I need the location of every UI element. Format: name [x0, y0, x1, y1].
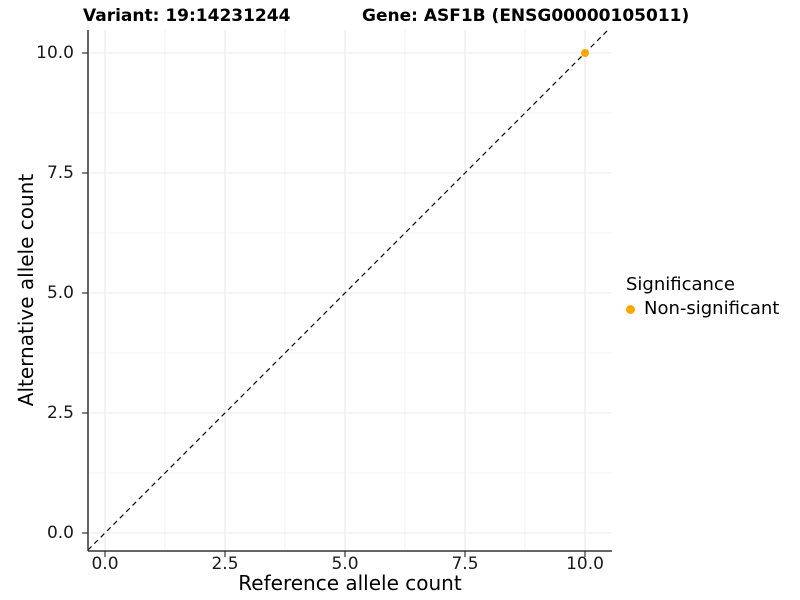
y-axis-title: Alternative allele count	[14, 173, 38, 407]
legend-title: Significance	[626, 274, 735, 295]
legend: Significance Non-significant	[626, 275, 779, 319]
y-tick-label: 2.5	[46, 403, 74, 423]
x-tick-label: 10.0	[566, 554, 604, 574]
x-tick-label: 7.5	[451, 554, 479, 574]
legend-item-label: Non-significant	[644, 298, 780, 319]
data-point	[581, 49, 589, 57]
y-tick-label: 0.0	[46, 523, 74, 543]
gene-title: Gene: ASF1B (ENSG00000105011)	[362, 6, 690, 26]
x-tick-label: 5.0	[331, 554, 359, 574]
x-tick-label: 2.5	[211, 554, 239, 574]
variant-title: Variant: 19:14231244	[83, 6, 291, 26]
legend-item: Non-significant	[626, 299, 779, 319]
y-tick-label: 7.5	[46, 163, 74, 183]
x-tick-label: 0.0	[91, 554, 119, 574]
legend-point-icon	[626, 304, 635, 314]
identity-line	[87, 29, 609, 551]
y-tick-label: 10.0	[36, 43, 74, 63]
y-tick-label: 5.0	[46, 283, 74, 303]
x-axis-title: Reference allele count	[238, 571, 462, 595]
